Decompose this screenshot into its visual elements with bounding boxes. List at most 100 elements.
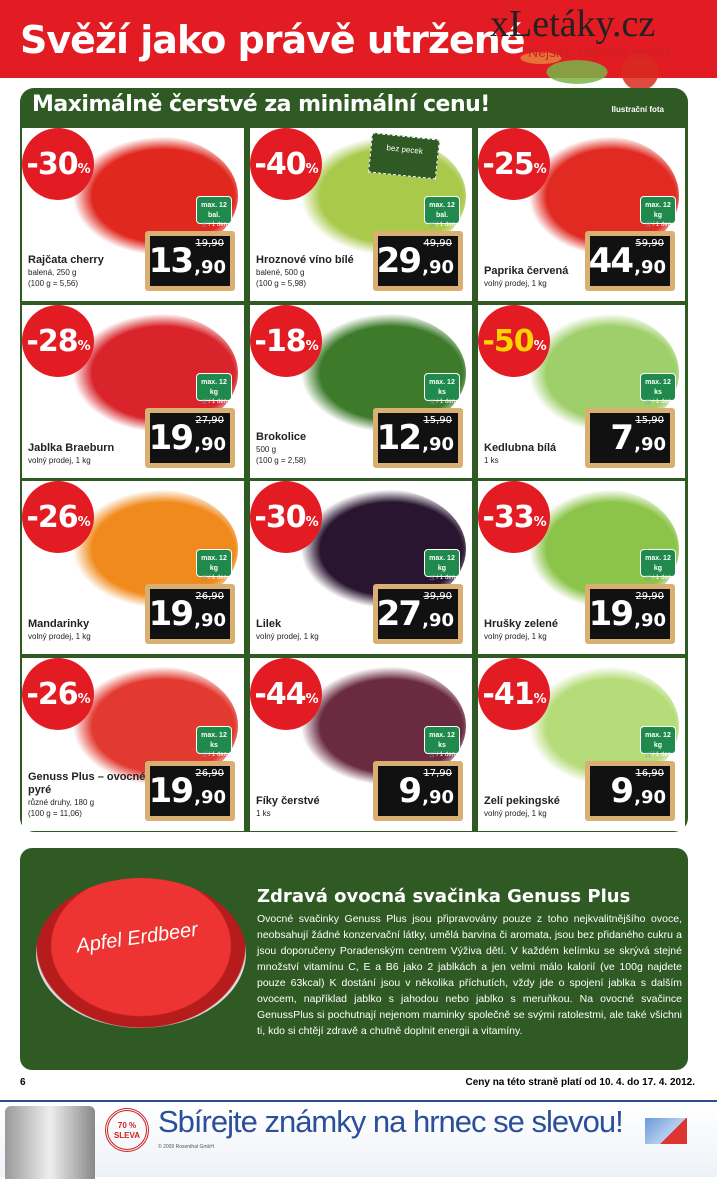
product-tile[interactable]: -30% max. 12 bal. 🛒/ 1 den 19,90 13 ,90 R…: [22, 128, 244, 301]
product-tile[interactable]: -26% max. 12 kg 🛒/ 1 den 26,90 19 ,90 Man…: [22, 481, 244, 654]
stamp-banner[interactable]: 70 % SLEVA Sbírejte známky na hrnec se s…: [0, 1100, 717, 1179]
price-integer: 19: [148, 418, 194, 458]
price-cents: ,90: [422, 434, 454, 455]
price-integer: 19: [588, 594, 634, 634]
product-tile[interactable]: -30% max. 12 kg 🛒/ 1 den 39,90 27 ,90 Lil…: [250, 481, 472, 654]
old-price: 27,90: [195, 415, 224, 426]
discount-stamp: 70 % SLEVA: [105, 1108, 149, 1152]
price-cents: ,90: [634, 434, 666, 455]
product-tile[interactable]: -26% max. 12 ks 🛒/ 1 den 26,90 19 ,90 Gen…: [22, 658, 244, 831]
cart-icon: 🛒: [201, 752, 209, 758]
discount-value: -25: [482, 146, 534, 182]
product-tile[interactable]: -28% max. 12 kg 🛒/ 1 den 27,90 19 ,90 Jab…: [22, 305, 244, 478]
limit-period: / 1 den: [208, 752, 227, 758]
limit-text: max. 12 kg: [201, 555, 227, 572]
copyright: © 2009 Rosenthal GmbH: [158, 1144, 214, 1150]
card-image: [645, 1118, 687, 1144]
old-price: 15,90: [423, 415, 452, 426]
product-info: Hroznové víno bílé balené, 500 g (100 g …: [256, 254, 374, 289]
old-price: 49,90: [423, 238, 452, 249]
limit-period: / 1 den: [208, 575, 227, 581]
discount-badge: -41%: [478, 658, 550, 730]
discount-badge: -25%: [478, 128, 550, 200]
product-name: Brokolice: [256, 431, 307, 443]
limit-text: max. 12 kg: [429, 555, 455, 572]
limit-period: / 1 den: [652, 222, 671, 228]
purchase-limit-badge: max. 12 ks 🛒/ 1 den: [196, 726, 232, 758]
limit-text: max. 12 kg: [201, 379, 227, 396]
unit-price: (100 g = 5,98): [256, 279, 307, 288]
product-package: volný prodej, 1 kg: [256, 632, 319, 641]
product-package: balené, 500 g: [256, 268, 305, 277]
cart-icon: 🛒: [429, 399, 437, 405]
product-package: balená, 250 g: [28, 268, 77, 277]
cart-icon: 🛒: [645, 222, 653, 228]
percent-sign: %: [77, 338, 91, 354]
cart-icon: 🛒: [645, 399, 653, 405]
product-tile[interactable]: -50% max. 12 ks 🛒/ 1 den 15,90 7 ,90 Kedl…: [478, 305, 685, 478]
price-cents: ,90: [422, 610, 454, 631]
old-price: 16,90: [635, 768, 664, 779]
percent-sign: %: [305, 338, 319, 354]
price-cents: ,90: [634, 787, 666, 808]
price-board: 49,90 29 ,90: [373, 231, 463, 291]
limit-text: max. 12 bal.: [429, 202, 455, 219]
discount-badge: -26%: [22, 481, 94, 553]
discount-badge: -30%: [22, 128, 94, 200]
product-package: 500 g: [256, 445, 277, 454]
product-info: Hrušky zelené volný prodej, 1 kg: [484, 618, 602, 642]
cart-icon: 🛒: [201, 399, 209, 405]
product-info: Lilek volný prodej, 1 kg: [256, 618, 374, 642]
product-tile[interactable]: -44% max. 12 ks 🛒/ 1 den 17,90 9 ,90 Fíky…: [250, 658, 472, 831]
product-tile[interactable]: -25% max. 12 kg 🛒/ 1 den 59,90 44 ,90 Pap…: [478, 128, 685, 301]
genuss-cup-image: Apfel Erdbeer: [36, 878, 246, 1028]
price-cents: ,90: [194, 610, 226, 631]
product-info: Mandarinky volný prodej, 1 kg: [28, 618, 146, 642]
product-name: Genuss Plus – ovocné pyré: [28, 771, 146, 796]
purchase-limit-badge: max. 12 ks 🛒/ 1 den: [640, 373, 676, 405]
product-package: různé druhy, 180 g: [28, 798, 95, 807]
discount-value: -26: [26, 676, 78, 712]
price-cents: ,90: [194, 787, 226, 808]
old-price: 19,90: [195, 238, 224, 249]
purchase-limit-badge: max. 12 kg 🛒/ 1 den: [640, 549, 676, 581]
product-tile[interactable]: bez pecek -40% max. 12 bal. 🛒/ 1 den 49,9…: [250, 128, 472, 301]
discount-value: -41: [482, 676, 534, 712]
product-name: Hroznové víno bílé: [256, 254, 354, 266]
purchase-limit-badge: max. 12 kg 🛒/ 1 den: [424, 549, 460, 581]
price-cents: ,90: [194, 257, 226, 278]
percent-sign: %: [305, 691, 319, 707]
product-name: Zelí pekingské: [484, 795, 560, 807]
promo-text: Ovocné svačinky Genuss Plus jsou připrav…: [257, 913, 682, 1037]
page-title: Svěží jako právě utržené: [20, 18, 526, 62]
cart-icon: 🛒: [429, 752, 437, 758]
percent-sign: %: [77, 161, 91, 177]
old-price: 15,90: [635, 415, 664, 426]
product-tile[interactable]: -33% max. 12 kg 🛒/ 1 den 29,90 19 ,90 Hru…: [478, 481, 685, 654]
purchase-limit-badge: max. 12 kg 🛒/ 1 den: [196, 373, 232, 405]
limit-text: max. 12 kg: [645, 555, 671, 572]
price-integer: 12: [376, 418, 422, 458]
price-integer: 9: [398, 771, 422, 811]
cup-label: Apfel Erdbeer: [75, 918, 200, 958]
product-tile[interactable]: -18% max. 12 ks 🛒/ 1 den 15,90 12 ,90 Bro…: [250, 305, 472, 478]
discount-value: -26: [26, 499, 78, 535]
cart-icon: 🛒: [429, 575, 437, 581]
price-board: 16,90 9 ,90: [585, 761, 675, 821]
product-name: Rajčata cherry: [28, 254, 104, 266]
product-package: volný prodej, 1 kg: [484, 809, 547, 818]
old-price: 26,90: [195, 591, 224, 602]
percent-sign: %: [533, 514, 547, 530]
price-board: 17,90 9 ,90: [373, 761, 463, 821]
limit-period: / 1 den: [652, 575, 671, 581]
product-name: Kedlubna bílá: [484, 442, 557, 454]
product-tile[interactable]: -41% max. 12 kg 🛒/ 1 den 16,90 9 ,90 Zelí…: [478, 658, 685, 831]
product-info: Jablka Braeburn volný prodej, 1 kg: [28, 442, 146, 466]
limit-text: max. 12 ks: [201, 732, 227, 749]
product-name: Hrušky zelené: [484, 618, 558, 630]
validity-note: Ceny na této straně platí od 10. 4. do 1…: [465, 1077, 695, 1088]
product-package: 1 ks: [256, 809, 271, 818]
product-package: 1 ks: [484, 456, 499, 465]
percent-sign: %: [77, 514, 91, 530]
product-info: Rajčata cherry balená, 250 g (100 g = 5,…: [28, 254, 146, 289]
